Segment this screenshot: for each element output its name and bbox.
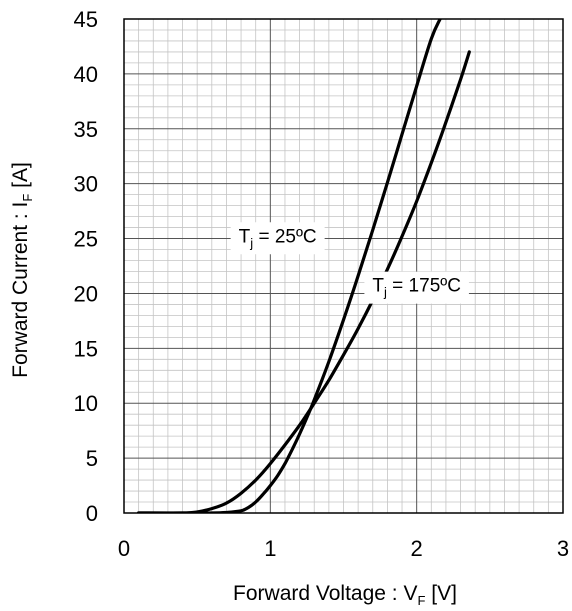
annotation-main: T xyxy=(239,226,251,247)
y-tick-label: 5 xyxy=(86,446,98,471)
annotation-sub: j xyxy=(383,285,387,300)
annotation-background xyxy=(230,222,325,255)
x-tick-label: 0 xyxy=(118,536,130,561)
x-tick-label: 2 xyxy=(411,536,423,561)
y-tick-label: 0 xyxy=(86,501,98,526)
x-tick-labels: 0 1 2 3 xyxy=(118,536,569,561)
plot-frame xyxy=(123,18,564,514)
y-tick-label: 10 xyxy=(74,391,98,416)
annotation-rest: = 25ºC xyxy=(253,226,316,247)
series-line-tj-175c xyxy=(137,50,471,513)
y-axis-title-main: Forward Current : I xyxy=(9,202,32,378)
annotation-main: T xyxy=(372,276,384,297)
annotation-text: Tj = 25ºC xyxy=(239,226,317,250)
x-axis-title-sub: F xyxy=(417,593,425,608)
annotation-tj-25c: Tj = 25ºC xyxy=(230,222,325,255)
y-axis-title-unit: [A] xyxy=(9,162,32,194)
annotation-rest: = 175ºC xyxy=(387,276,461,297)
y-tick-label: 15 xyxy=(74,336,98,361)
y-tick-label: 35 xyxy=(74,117,98,142)
x-axis-title: Forward Voltage : VF [V] xyxy=(233,582,457,608)
y-axis-title-sub: F xyxy=(20,194,35,202)
series-line-tj-25c xyxy=(137,19,442,513)
y-tick-label: 30 xyxy=(74,172,98,197)
y-tick-label: 45 xyxy=(74,7,98,32)
x-tick-label: 3 xyxy=(557,536,569,561)
x-axis-title-unit: [V] xyxy=(425,582,457,605)
annotation-sub: j xyxy=(249,235,253,250)
y-tick-label: 25 xyxy=(74,227,98,252)
x-tick-label: 1 xyxy=(264,536,276,561)
x-axis-title-main: Forward Voltage : V xyxy=(233,582,417,605)
annotation-tj-175c: Tj = 175ºC xyxy=(364,271,469,304)
series-layer xyxy=(137,19,471,513)
y-tick-label: 20 xyxy=(74,281,98,306)
y-tick-label: 40 xyxy=(74,62,98,87)
minor-grid xyxy=(124,19,563,513)
major-grid xyxy=(124,19,563,513)
y-tick-labels: 0 5 10 15 20 25 30 35 40 45 xyxy=(74,7,98,526)
annotation-text: Tj = 175ºC xyxy=(372,276,461,300)
y-axis-title: Forward Current : IF [A] xyxy=(9,162,35,378)
annotation-background xyxy=(364,271,469,304)
